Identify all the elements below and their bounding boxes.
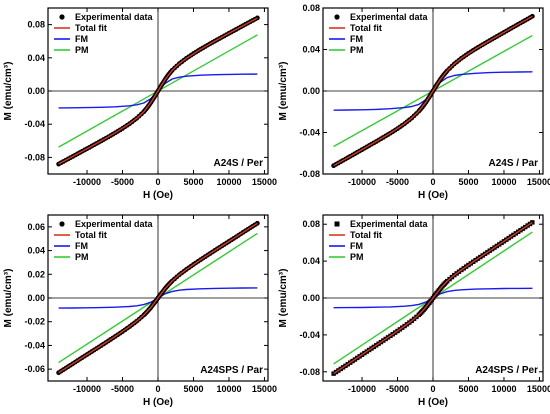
x-tick-label: -10000 [348, 177, 376, 187]
y-tick-label: -0.08 [24, 152, 45, 162]
legend-label: Total fit [75, 23, 107, 33]
legend-label: Experimental data [350, 12, 429, 22]
legend-label: Experimental data [75, 12, 154, 22]
legend-marker [334, 221, 340, 227]
x-tick-label: -10000 [73, 384, 101, 394]
panel-label: A24SPS / Par [200, 365, 263, 376]
y-tick-label: 0.02 [27, 269, 45, 279]
x-axis-title: H (Oe) [418, 397, 448, 408]
legend-label: Experimental data [350, 219, 429, 229]
chart-svg: -10000 -5000 0 5000 10000 15000 -0.08 -0.04 0.00… [278, 3, 550, 201]
y-axis-title: M (emu/cm³) [278, 269, 289, 328]
y-tick-label: -0.08 [299, 169, 320, 179]
x-axis-title: H (Oe) [418, 190, 448, 201]
x-tick-label: 10000 [491, 177, 516, 187]
legend-marker [59, 221, 65, 227]
chart-svg: -10000 -5000 0 5000 10000 15000 -0.08 -0.04 0.00… [3, 7, 277, 201]
y-tick-label: -0.04 [24, 119, 45, 129]
panel-label: A24S / Par [489, 158, 539, 169]
x-tick-label: 5000 [183, 384, 203, 394]
x-tick-label: 0 [155, 384, 160, 394]
y-tick-label: 0.08 [302, 219, 320, 229]
x-axis-title: H (Oe) [143, 190, 173, 201]
series-line-total-fit [333, 221, 533, 375]
y-tick-label: 0.08 [302, 3, 320, 13]
y-tick-label: 0.04 [27, 246, 45, 256]
series-line-total-fit [58, 222, 258, 374]
x-tick-label: 15000 [252, 177, 277, 187]
legend-label: PM [350, 45, 364, 55]
y-axis-title: M (emu/cm³) [3, 269, 14, 328]
x-tick-label: 0 [430, 177, 435, 187]
legend-label: PM [350, 252, 364, 262]
legend-label: Experimental data [75, 219, 154, 229]
x-tick-label: 15000 [527, 384, 550, 394]
y-tick-label: 0.06 [27, 222, 45, 232]
panel-label: A24SPS / Per [475, 365, 538, 376]
chart-svg: -10000 -5000 0 5000 10000 15000 -0.06 -0.04 -0.0… [3, 214, 277, 408]
y-tick-label: -0.02 [24, 317, 45, 327]
x-tick-label: 10000 [216, 177, 241, 187]
legend-label: Total fit [75, 230, 107, 240]
legend-label: PM [75, 252, 89, 262]
y-tick-label: -0.04 [299, 128, 320, 138]
x-tick-label: 0 [430, 384, 435, 394]
chart-panel-a24s-par: -10000 -5000 0 5000 10000 15000 -0.08 -0.04 0.00… [275, 0, 550, 207]
legend-marker [59, 14, 65, 20]
series-line-total-fit [333, 15, 533, 167]
legend-label: PM [75, 45, 89, 55]
x-tick-label: -5000 [111, 177, 134, 187]
legend-label: FM [75, 34, 88, 44]
y-tick-label: 0.00 [302, 293, 320, 303]
y-axis-title: M (emu/cm³) [278, 62, 289, 121]
plot-series-group [331, 220, 535, 376]
x-tick-label: -10000 [348, 384, 376, 394]
y-tick-label: 0.00 [27, 86, 45, 96]
chart-svg: -10000 -5000 0 5000 10000 15000 -0.08 -0.04 0.00… [278, 214, 550, 408]
x-tick-label: 10000 [216, 384, 241, 394]
series-line-total-fit [58, 17, 258, 165]
x-tick-label: 5000 [458, 177, 478, 187]
chart-panel-a24s-per: -10000 -5000 0 5000 10000 15000 -0.08 -0.04 0.00… [0, 0, 277, 207]
y-tick-label: -0.04 [24, 340, 45, 350]
panel-label: A24S / Per [214, 158, 264, 169]
y-tick-label: 0.00 [302, 86, 320, 96]
y-tick-label: 0.04 [302, 256, 320, 266]
plot-series-group [331, 13, 535, 169]
y-tick-label: 0.04 [27, 53, 45, 63]
x-tick-label: -5000 [111, 384, 134, 394]
y-tick-label: 0.04 [302, 45, 320, 55]
plot-series-group [56, 220, 260, 376]
legend-label: Total fit [350, 23, 382, 33]
x-tick-label: 15000 [527, 177, 550, 187]
plot-series-group [56, 15, 260, 167]
legend-label: FM [75, 241, 88, 251]
x-tick-label: 5000 [183, 177, 203, 187]
y-axis-title: M (emu/cm³) [3, 62, 14, 121]
y-tick-label: 0.08 [27, 20, 45, 30]
chart-panel-a24sps-par: -10000 -5000 0 5000 10000 15000 -0.06 -0.04 -0.0… [0, 207, 277, 414]
legend-marker [334, 14, 340, 20]
legend-label: Total fit [350, 230, 382, 240]
x-tick-label: -5000 [386, 384, 409, 394]
x-tick-label: -10000 [73, 177, 101, 187]
x-tick-label: -5000 [386, 177, 409, 187]
x-tick-label: 5000 [458, 384, 478, 394]
x-axis-title: H (Oe) [143, 397, 173, 408]
y-tick-label: -0.06 [24, 364, 45, 374]
x-tick-label: 15000 [252, 384, 277, 394]
legend-label: FM [350, 241, 363, 251]
y-tick-label: -0.04 [299, 330, 320, 340]
x-tick-label: 10000 [491, 384, 516, 394]
y-tick-label: -0.08 [299, 367, 320, 377]
y-tick-label: 0.00 [27, 293, 45, 303]
legend-label: FM [350, 34, 363, 44]
chart-panel-a24sps-per: -10000 -5000 0 5000 10000 15000 -0.08 -0.04 0.00… [275, 207, 550, 414]
x-tick-label: 0 [155, 177, 160, 187]
